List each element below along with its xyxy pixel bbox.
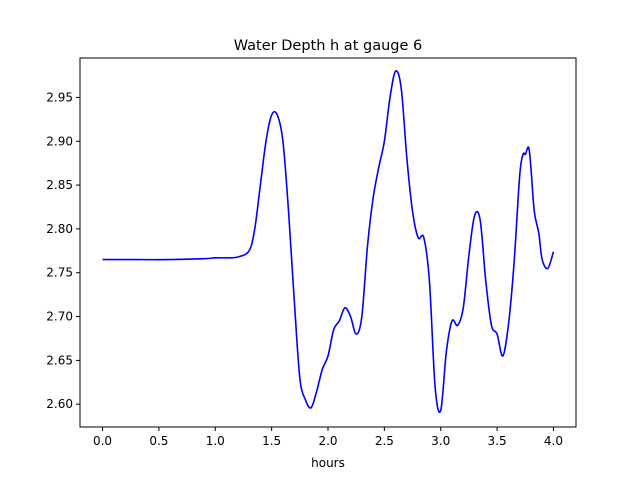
- axes-background: [80, 58, 576, 427]
- y-tick-label: 2.85: [46, 178, 73, 192]
- y-tick-label: 2.75: [46, 266, 73, 280]
- x-axis: 0.0 0.5 1.0 1.5 2.0 2.5 3.0 3.5 4.0: [93, 427, 563, 448]
- plot-area: [79, 57, 577, 428]
- series-line: [102, 70, 555, 413]
- x-tick-label: 2.0: [318, 434, 337, 448]
- y-tick-label: 2.60: [46, 397, 73, 411]
- x-tick-label: 1.5: [262, 434, 281, 448]
- x-tick-label: 0.5: [149, 434, 168, 448]
- y-tick-label: 2.95: [46, 90, 73, 104]
- y-tick-label: 2.90: [46, 134, 73, 148]
- x-tick-label: 3.5: [488, 434, 507, 448]
- chart-title: Water Depth h at gauge 6: [234, 38, 422, 54]
- x-tick-label: 2.5: [375, 434, 394, 448]
- x-tick-label: 1.0: [206, 434, 225, 448]
- y-axis: 2.60 2.65 2.70 2.75 2.80 2.85 2.90 2.95: [46, 90, 80, 411]
- x-tick-label: 4.0: [544, 434, 563, 448]
- y-tick-label: 2.80: [46, 222, 73, 236]
- y-tick-label: 2.65: [46, 353, 73, 367]
- x-tick-label: 0.0: [93, 434, 112, 448]
- x-tick-label: 3.0: [431, 434, 450, 448]
- x-axis-label: hours: [311, 456, 345, 470]
- y-tick-label: 2.70: [46, 310, 73, 324]
